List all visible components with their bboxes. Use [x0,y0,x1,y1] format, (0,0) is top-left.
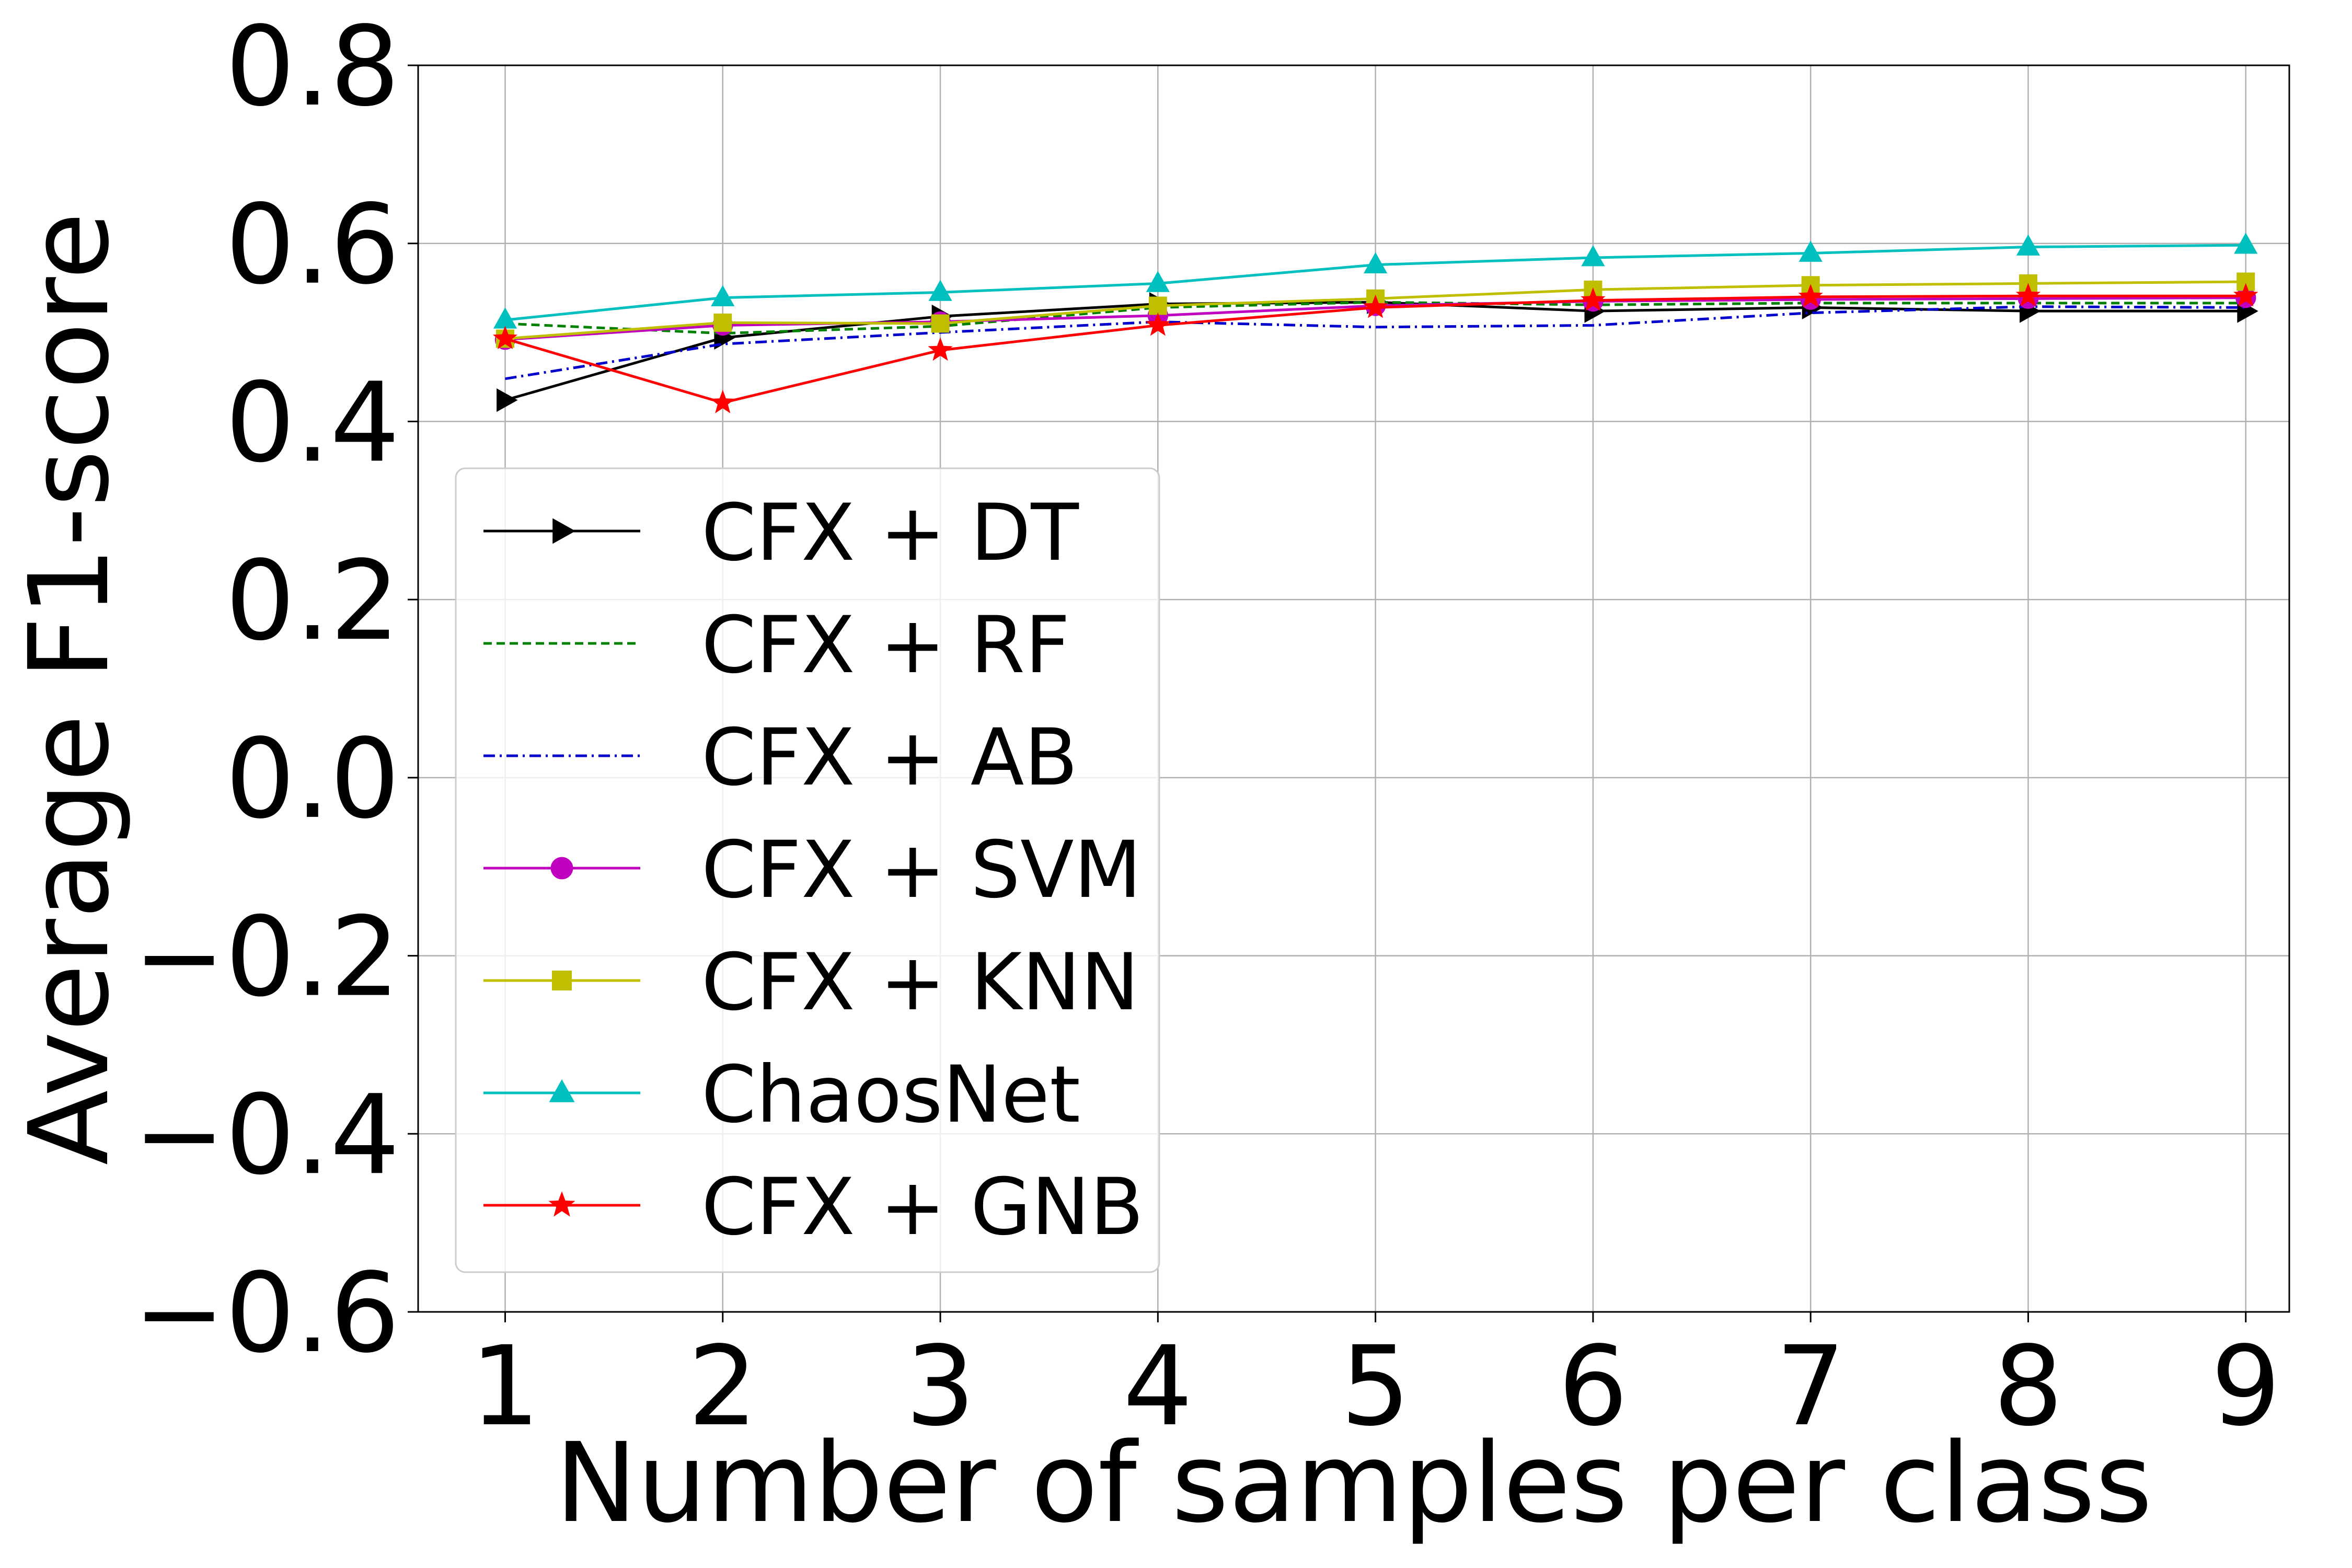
y-tick-label: 0.0 [225,715,400,843]
x-axis-label: Number of samples per class [555,1419,2152,1547]
series-cfx-gnb [492,283,2258,413]
y-tick-label: −0.6 [133,1249,400,1377]
x-tick-label: 3 [905,1322,975,1450]
data-point-marker [931,314,950,333]
legend-label: CFX + AB [701,712,1078,803]
data-point-marker [928,337,953,361]
legend-label: CFX + SVM [701,825,1142,916]
data-point-marker [2233,283,2258,307]
y-tick-label: 0.2 [225,537,400,665]
legend-label: CFX + GNB [701,1162,1144,1253]
legend-entry: CFX + RF [483,600,1070,691]
data-point-marker [1798,284,1823,308]
data-point-marker [552,518,576,544]
x-tick-label: 7 [1775,1322,1846,1450]
x-tick-label: 6 [1558,1322,1628,1450]
legend-label: CFX + DT [701,488,1079,579]
legend-box [455,467,1160,1273]
series-layer [492,233,2258,413]
data-point-marker [928,280,952,301]
data-point-marker [710,389,735,413]
y-tick-label: 0.8 [225,3,400,131]
data-point-marker [550,857,573,880]
legend-entry: ChaosNet [483,1050,1080,1140]
legend-entry: CFX + AB [483,712,1078,803]
data-point-marker [2234,233,2258,254]
x-tick-label: 2 [688,1322,758,1450]
data-point-marker [2016,234,2040,256]
data-point-marker [1581,287,1606,311]
series-line [505,305,2246,381]
legend: CFX + DT CFX + RF CFX + AB CFX + SVM CFX + K… [455,467,1160,1273]
data-point-marker [492,326,518,350]
legend-label: CFX + KNN [701,937,1139,1028]
data-point-marker [1363,294,1388,318]
legend-entry: CFX + GNB [483,1162,1144,1253]
series-cfx-ab [505,305,2246,381]
x-tick-label: 9 [2211,1322,2281,1450]
y-tick-label: −0.4 [133,1071,400,1199]
data-point-marker [1798,240,1823,262]
series-line [505,301,2246,335]
series-cfx-rf [505,301,2246,335]
legend-entry: CFX + DT [483,488,1079,579]
data-point-marker [549,1079,575,1102]
legend-entry: CFX + KNN [483,937,1139,1028]
data-point-marker [1146,271,1170,292]
data-point-marker [552,971,572,990]
x-tick-label: 1 [470,1322,540,1450]
x-tick-label: 8 [1993,1322,2063,1450]
x-tick-label: 4 [1123,1322,1193,1450]
legend-label: ChaosNet [701,1050,1080,1140]
y-tick-label: 0.6 [225,181,400,309]
data-point-marker [1364,252,1388,273]
legend-label: CFX + RF [701,600,1070,691]
data-point-marker [548,1191,575,1217]
y-tick-label: −0.2 [133,893,400,1021]
x-tick-label: 5 [1341,1322,1411,1450]
legend-entry: CFX + SVM [483,825,1142,916]
data-point-marker [497,388,518,412]
data-point-marker [711,285,735,307]
y-tick-label: 0.4 [225,359,400,487]
y-axis-label: Average F1-score [5,212,133,1166]
plot-frame [417,64,2290,1313]
data-point-marker [1145,312,1170,336]
data-point-marker [1148,296,1167,315]
series-chaosnet [493,233,2258,329]
data-point-marker [2015,283,2041,307]
data-point-marker [1581,245,1605,267]
ticks: 1 2 3 4 5 6 7 8 9 −0.6 −0.4 −0.2 0.0 0.2 0.4 0.6 0.8 [133,3,2280,1450]
data-point-marker [713,313,732,332]
